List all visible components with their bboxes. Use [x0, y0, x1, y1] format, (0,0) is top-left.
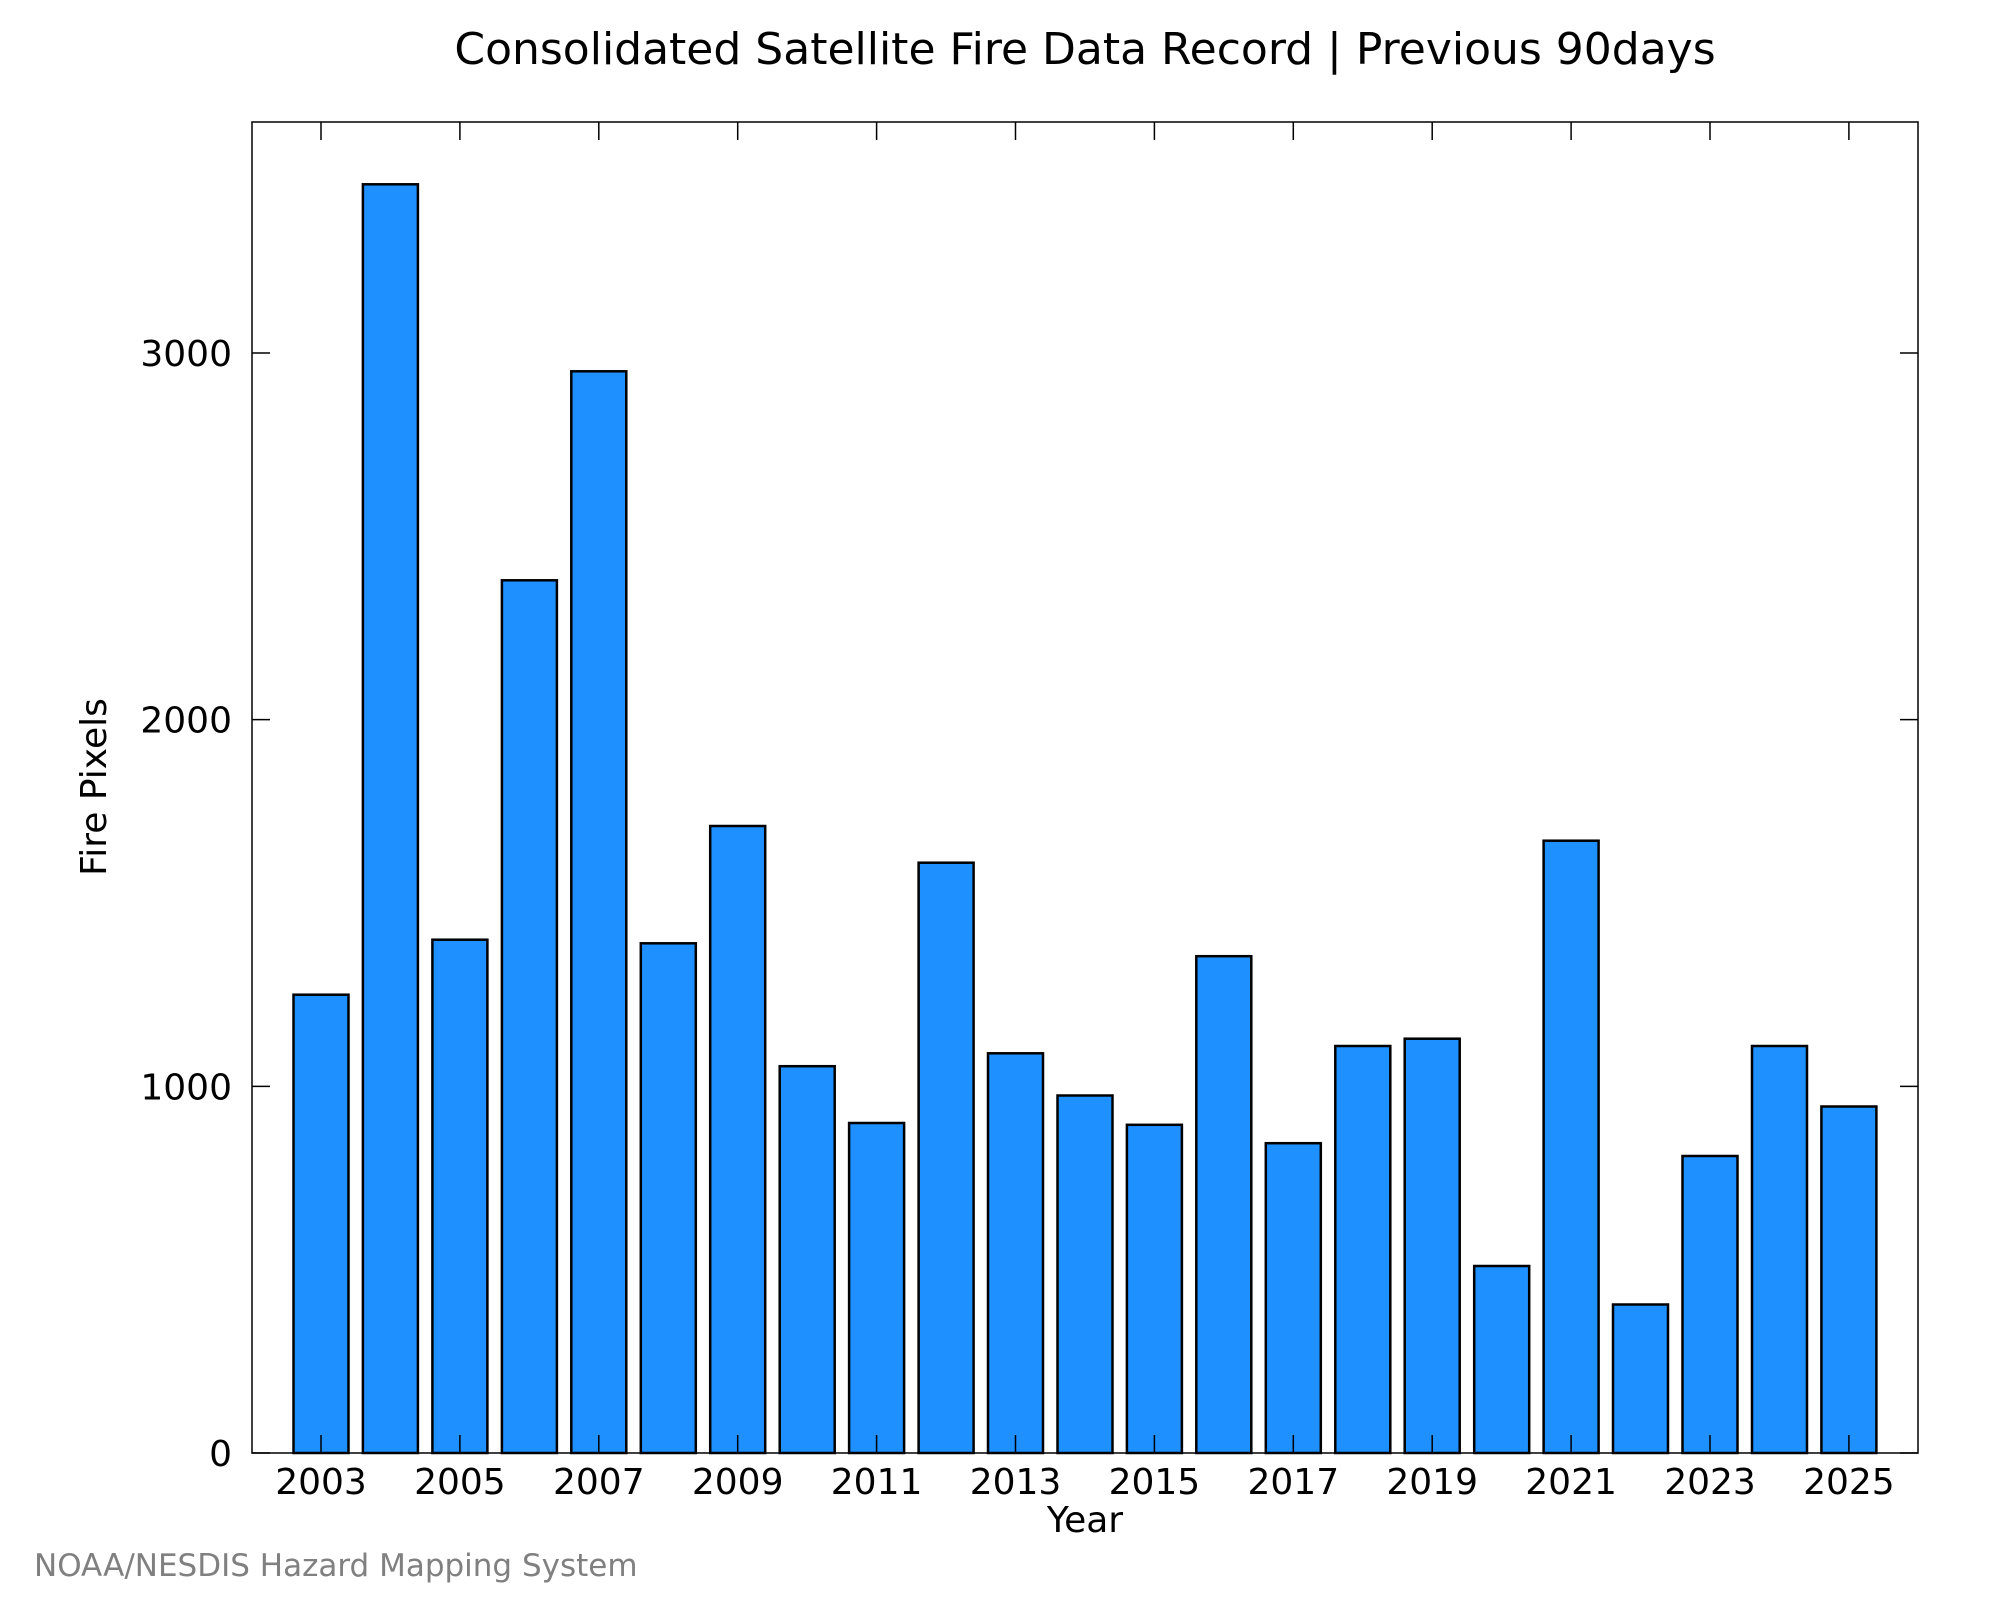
x-tick-label-2015: 2015 — [1109, 1462, 1201, 1503]
bar-2011 — [847, 1121, 906, 1455]
x-tick-label-2011: 2011 — [831, 1462, 923, 1503]
bar-2004 — [361, 183, 420, 1455]
bar-2006 — [500, 579, 559, 1455]
y-tick-label-0: 0 — [209, 1434, 232, 1475]
bar-2025 — [1820, 1105, 1878, 1455]
y-tick-label-1000: 1000 — [140, 1067, 232, 1108]
x-tick-label-2013: 2013 — [970, 1462, 1062, 1503]
bar-2013 — [986, 1052, 1045, 1455]
y-tick-label-3000: 3000 — [140, 334, 232, 375]
bar-2018 — [1334, 1044, 1392, 1455]
x-tick-label-2023: 2023 — [1664, 1462, 1756, 1503]
bar-2017 — [1264, 1141, 1323, 1455]
plot-frame — [251, 121, 1919, 1454]
bar-2022 — [1611, 1303, 1670, 1455]
bar-2010 — [778, 1064, 836, 1455]
bar-2009 — [708, 824, 767, 1455]
x-tick-label-2017: 2017 — [1247, 1462, 1339, 1503]
bar-2003 — [292, 993, 350, 1455]
bar-2007 — [570, 370, 628, 1455]
ticks-group: 0 1000 2000 3000 2003 2005 2007 2009 2011 2013 201… — [140, 122, 1918, 1503]
bar-2015 — [1125, 1123, 1184, 1455]
bar-2012 — [917, 861, 975, 1455]
x-tick-label-2021: 2021 — [1525, 1462, 1617, 1503]
bar-2014 — [1056, 1094, 1114, 1455]
bar-2005 — [431, 938, 489, 1455]
bar-2023 — [1681, 1154, 1739, 1455]
x-tick-label-2019: 2019 — [1386, 1462, 1478, 1503]
x-tick-label-2009: 2009 — [692, 1462, 784, 1503]
bar-2016 — [1195, 954, 1253, 1455]
bar-2020 — [1472, 1264, 1531, 1455]
x-tick-label-2007: 2007 — [553, 1462, 645, 1503]
credit-text: NOAA/NESDIS Hazard Mapping System — [34, 1548, 638, 1584]
x-tick-label-2005: 2005 — [414, 1462, 506, 1503]
bar-2021 — [1542, 839, 1600, 1455]
chart-title: Consolidated Satellite Fire Data Record … — [454, 24, 1715, 75]
bar-2024 — [1750, 1044, 1809, 1455]
bars-group — [292, 183, 1878, 1455]
x-tick-label-2025: 2025 — [1803, 1462, 1895, 1503]
x-axis-label: Year — [1046, 1500, 1123, 1541]
y-tick-label-2000: 2000 — [140, 701, 232, 742]
x-tick-label-2003: 2003 — [275, 1462, 367, 1503]
bar-2008 — [639, 942, 698, 1455]
bar-2019 — [1403, 1037, 1461, 1455]
y-axis-label: Fire Pixels — [74, 698, 115, 876]
